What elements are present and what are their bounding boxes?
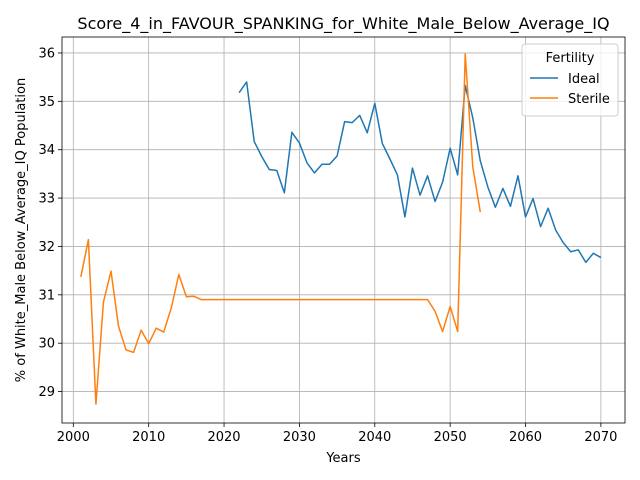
- y-tick-label: 36: [38, 46, 55, 61]
- x-tick-label: 2040: [358, 430, 391, 445]
- x-tick-label: 2050: [434, 430, 467, 445]
- x-tick-label: 2000: [57, 430, 90, 445]
- y-tick-label: 34: [38, 143, 55, 158]
- chart-title: Score_4_in_FAVOUR_SPANKING_for_White_Mal…: [77, 14, 609, 34]
- legend-label-sterile: Sterile: [568, 92, 610, 107]
- series-lines: [80, 53, 602, 405]
- x-tick-label: 2060: [509, 430, 542, 445]
- x-tick-label: 2030: [283, 430, 316, 445]
- legend-title: Fertility: [546, 51, 595, 66]
- x-tick-label: 2070: [584, 430, 617, 445]
- legend-label-ideal: Ideal: [568, 72, 600, 87]
- y-axis-ticks: 29 30 31 32 33 34 35 36: [38, 46, 62, 400]
- x-axis-title: Years: [325, 451, 361, 466]
- y-tick-label: 31: [38, 288, 55, 303]
- y-tick-label: 32: [38, 240, 55, 255]
- x-tick-label: 2020: [207, 430, 240, 445]
- series-line-sterile: [80, 53, 482, 405]
- legend: Fertility Ideal Sterile: [521, 43, 619, 117]
- x-axis-ticks: 2000 2010 2020 2030 2040 2050 2060 2070: [57, 423, 617, 445]
- y-tick-label: 35: [38, 95, 55, 110]
- y-tick-label: 29: [38, 385, 55, 400]
- y-tick-label: 33: [38, 192, 55, 207]
- plot-frame: [61, 36, 626, 424]
- y-tick-label: 30: [38, 337, 55, 352]
- y-axis-title: % of White_Male Below_Average_IQ Populat…: [14, 78, 29, 382]
- series-line-ideal: [238, 81, 602, 264]
- x-tick-label: 2010: [132, 430, 165, 445]
